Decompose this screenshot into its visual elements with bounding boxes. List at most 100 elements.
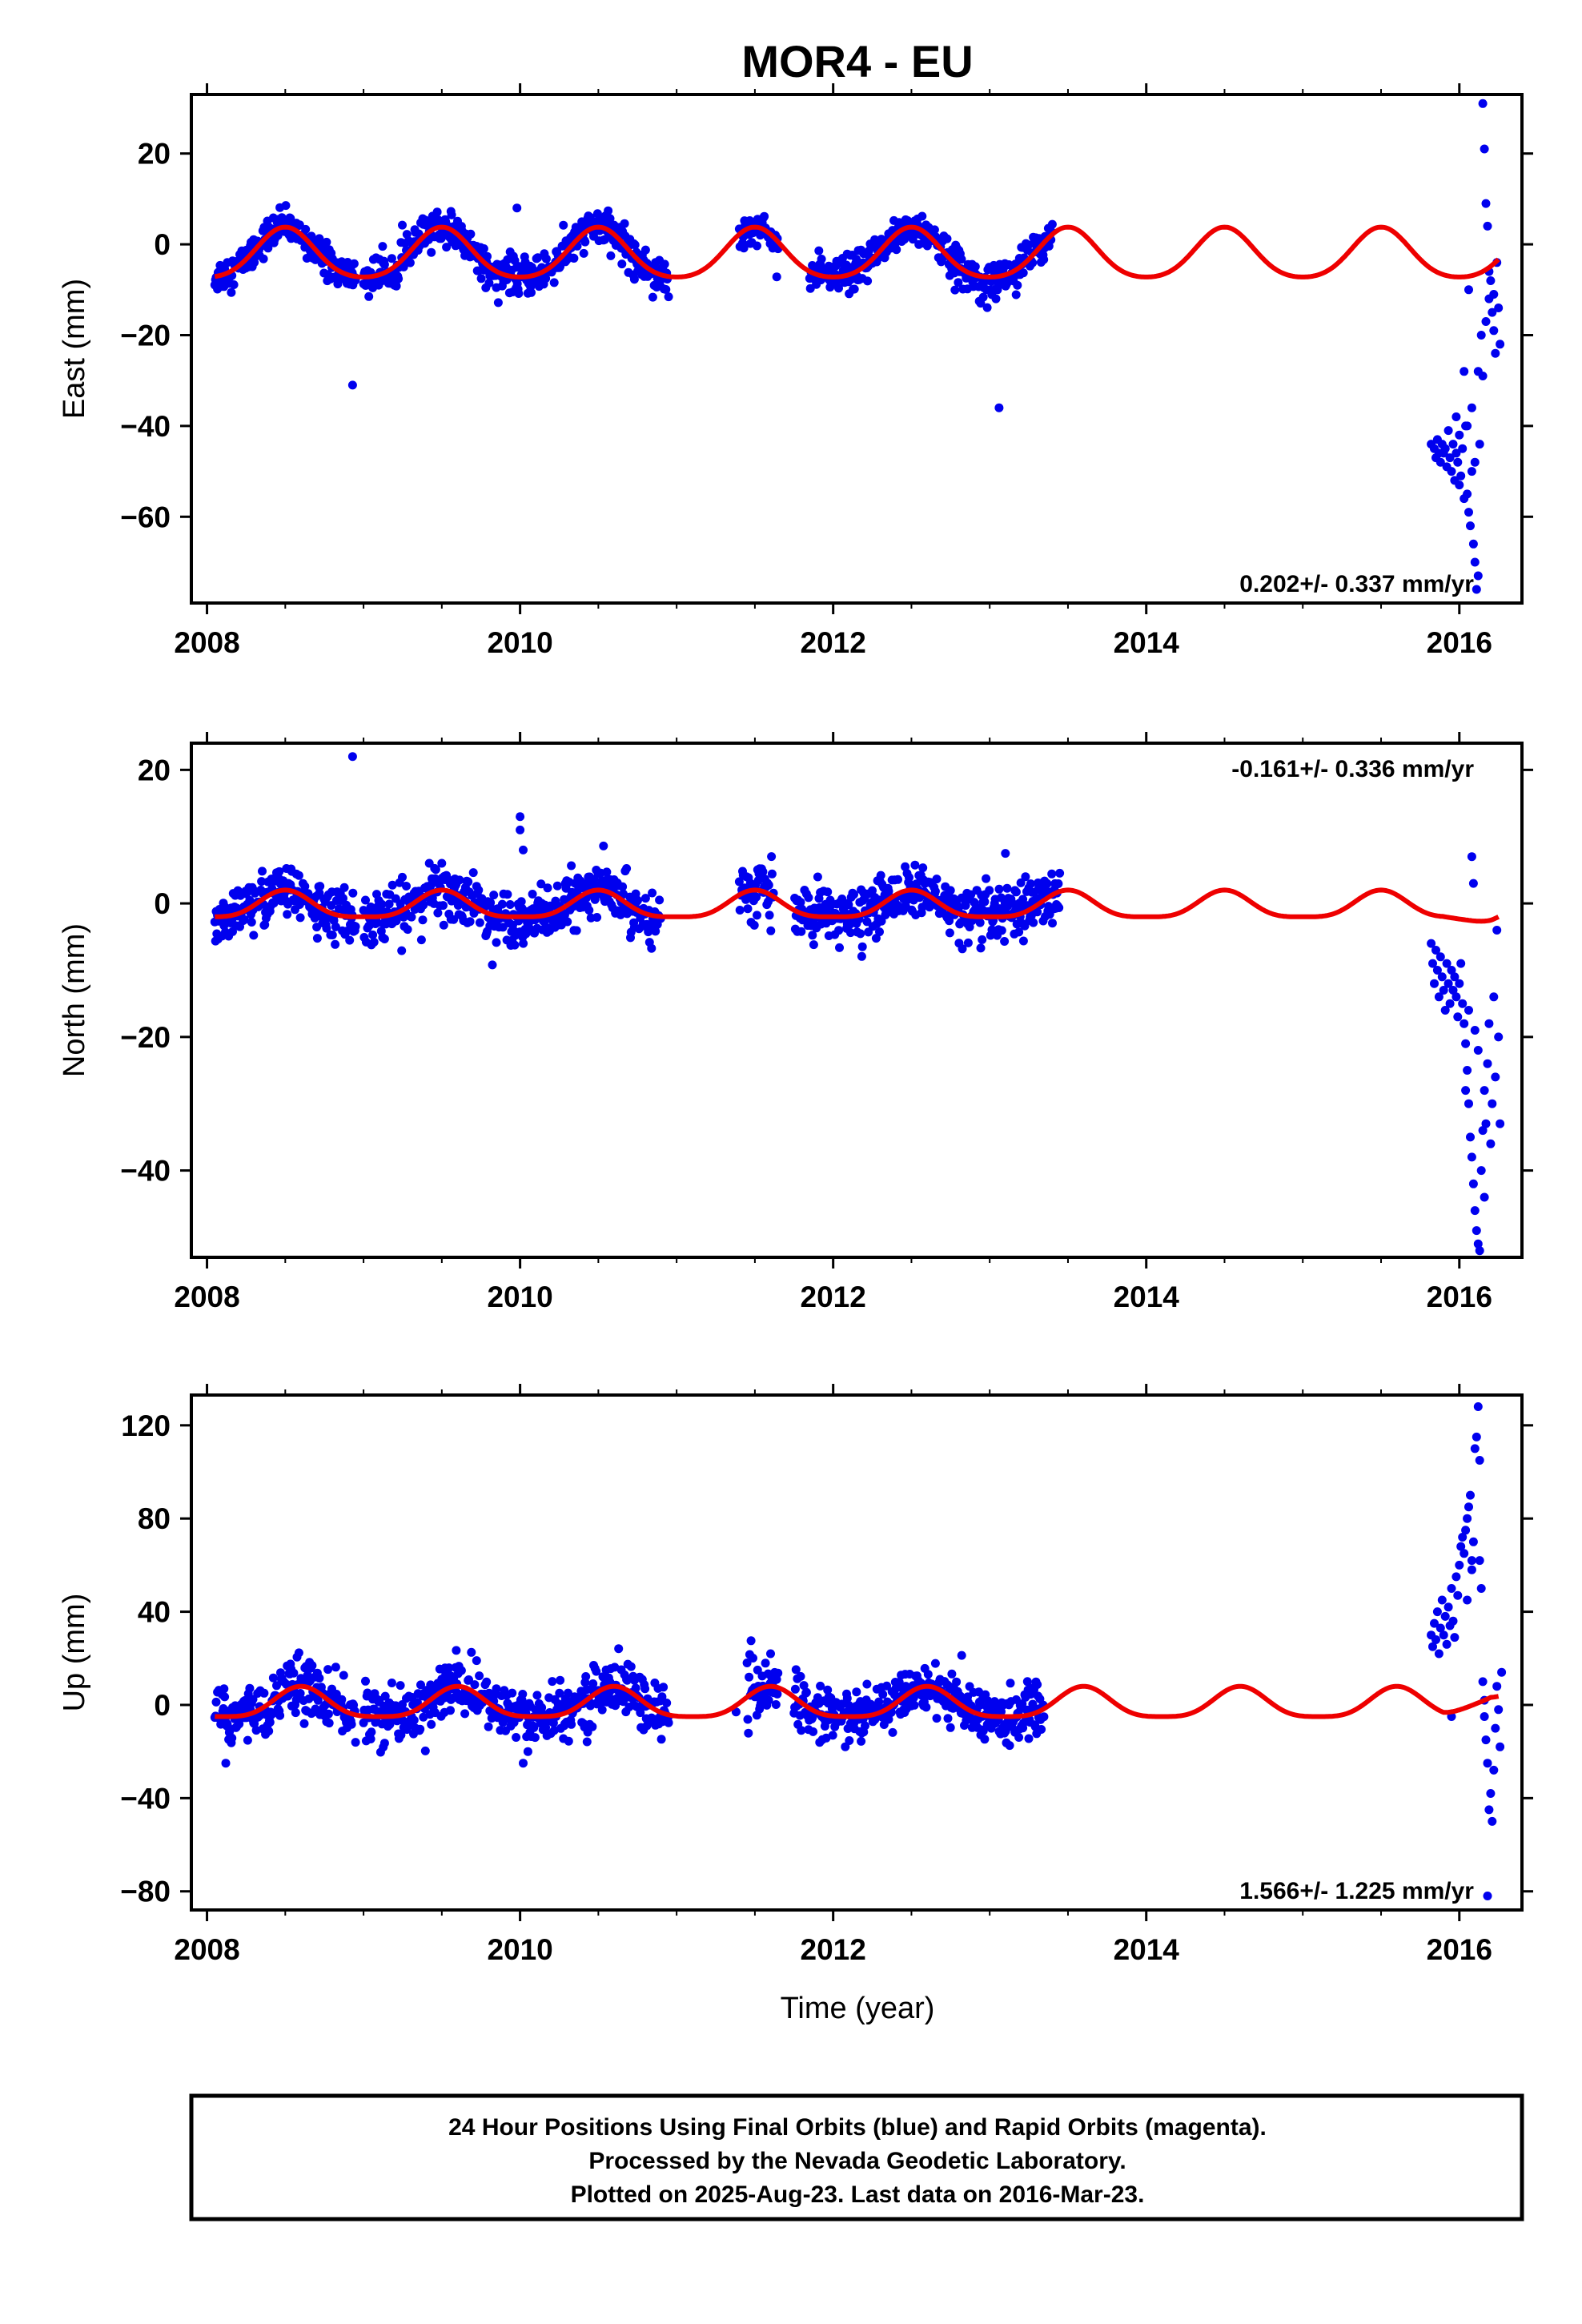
north-data-point [1488,1099,1497,1108]
north-data-point [648,888,657,898]
north-x-tick-label: 2008 [174,1281,239,1313]
up-data-point [482,1677,492,1687]
north-data-point [1016,878,1026,887]
north-data-point [295,913,305,923]
up-data-point [379,1739,389,1748]
north-data-point [258,866,267,876]
north-data-point [1475,1246,1484,1256]
up-data-point [361,1676,370,1686]
up-data-point [564,1736,573,1746]
north-data-point [1431,946,1440,955]
north-data-point [1456,959,1466,968]
north-data-point [1496,1119,1505,1128]
east-data-point [580,237,590,247]
north-points [210,752,1505,1256]
east-data-point [510,255,520,265]
up-data-point [420,1746,430,1755]
east-data-point [541,254,551,263]
east-data-point [1452,448,1461,458]
east-data-point [1456,471,1466,480]
east-data-point [427,247,436,257]
up-data-point [427,1719,436,1729]
east-data-point [1496,340,1505,349]
up-data-point [221,1759,231,1768]
east-data-point [527,287,536,297]
up-data-point [614,1644,624,1654]
east-data-point [604,206,613,215]
east-data-point [1489,290,1499,299]
north-data-point [1448,986,1458,995]
up-data-point [248,1695,258,1704]
up-data-point [592,1667,601,1676]
north-data-point [1447,966,1456,975]
up-data-point [773,1668,783,1678]
up-data-point [1014,1733,1024,1742]
north-data-point [1435,952,1445,962]
up-data-point [1486,1789,1496,1798]
east-y-tick-label: −60 [120,501,171,533]
north-panel: 2008 2010 2012 2014 2016 −40 −20 0 20 North (mm… [58,732,1533,1313]
up-data-point [1456,1542,1466,1551]
up-data-point [272,1681,281,1691]
north-y-ticks: −40 −20 0 20 [120,754,1533,1188]
north-data-point [1470,1026,1480,1035]
east-data-point [1440,444,1450,453]
up-data-point [464,1675,473,1684]
up-data-point [315,1674,324,1683]
east-data-point [1435,457,1445,467]
north-data-point [315,888,324,898]
north-data-point [584,906,594,915]
north-data-point [327,931,337,939]
north-data-point [505,900,515,909]
east-y-ticks: −60 −40 −20 0 20 [120,138,1533,533]
east-data-point [606,251,616,260]
north-data-point [734,877,744,887]
east-data-point [579,248,588,258]
east-data-point [1468,539,1478,549]
north-data-point [1478,1126,1488,1136]
north-data-point [602,867,612,877]
north-data-point [1467,852,1476,862]
north-data-point [1439,986,1448,995]
up-data-point [275,1711,285,1720]
up-data-point [523,1747,532,1756]
north-data-point [1445,999,1455,1008]
north-data-point [1427,939,1436,948]
east-data-point [1481,199,1491,208]
up-data-point [745,1672,754,1682]
north-data-point [516,825,525,834]
east-x-tick-label: 2014 [1114,626,1180,659]
up-data-point [320,1700,330,1710]
up-data-point [790,1684,800,1694]
up-data-point [380,1691,390,1701]
up-data-point [567,1719,576,1729]
up-data-point [1022,1677,1032,1687]
north-x-ticks: 2008 2010 2012 2014 2016 [174,732,1492,1313]
up-data-point [304,1694,314,1703]
up-data-point [307,1661,317,1671]
north-rate-annotation: -0.161+/- 0.336 mm/yr [1231,756,1474,782]
up-data-point [744,1728,753,1738]
east-data-point [1011,290,1021,300]
east-data-point [592,209,602,219]
east-data-point [994,403,1004,412]
x-axis-label: Time (year) [781,1992,935,2025]
north-data-point [743,904,753,914]
up-y-tick-label: −80 [120,1876,171,1908]
north-data-point [1472,1226,1481,1236]
north-data-point [845,928,855,938]
up-data-point [664,1718,673,1727]
north-data-point [431,865,440,875]
east-data-point [493,298,503,308]
north-data-point [315,882,325,891]
north-y-tick-label: −40 [120,1155,171,1188]
up-data-point [1439,1630,1448,1640]
up-data-point [946,1723,955,1732]
up-data-point [1434,1649,1443,1659]
up-data-point [909,1700,919,1710]
east-data-point [1013,280,1022,290]
north-data-point [1001,849,1010,858]
up-y-tick-label: 40 [138,1596,171,1629]
north-data-point [982,874,991,883]
east-y-tick-label: −40 [120,410,171,443]
